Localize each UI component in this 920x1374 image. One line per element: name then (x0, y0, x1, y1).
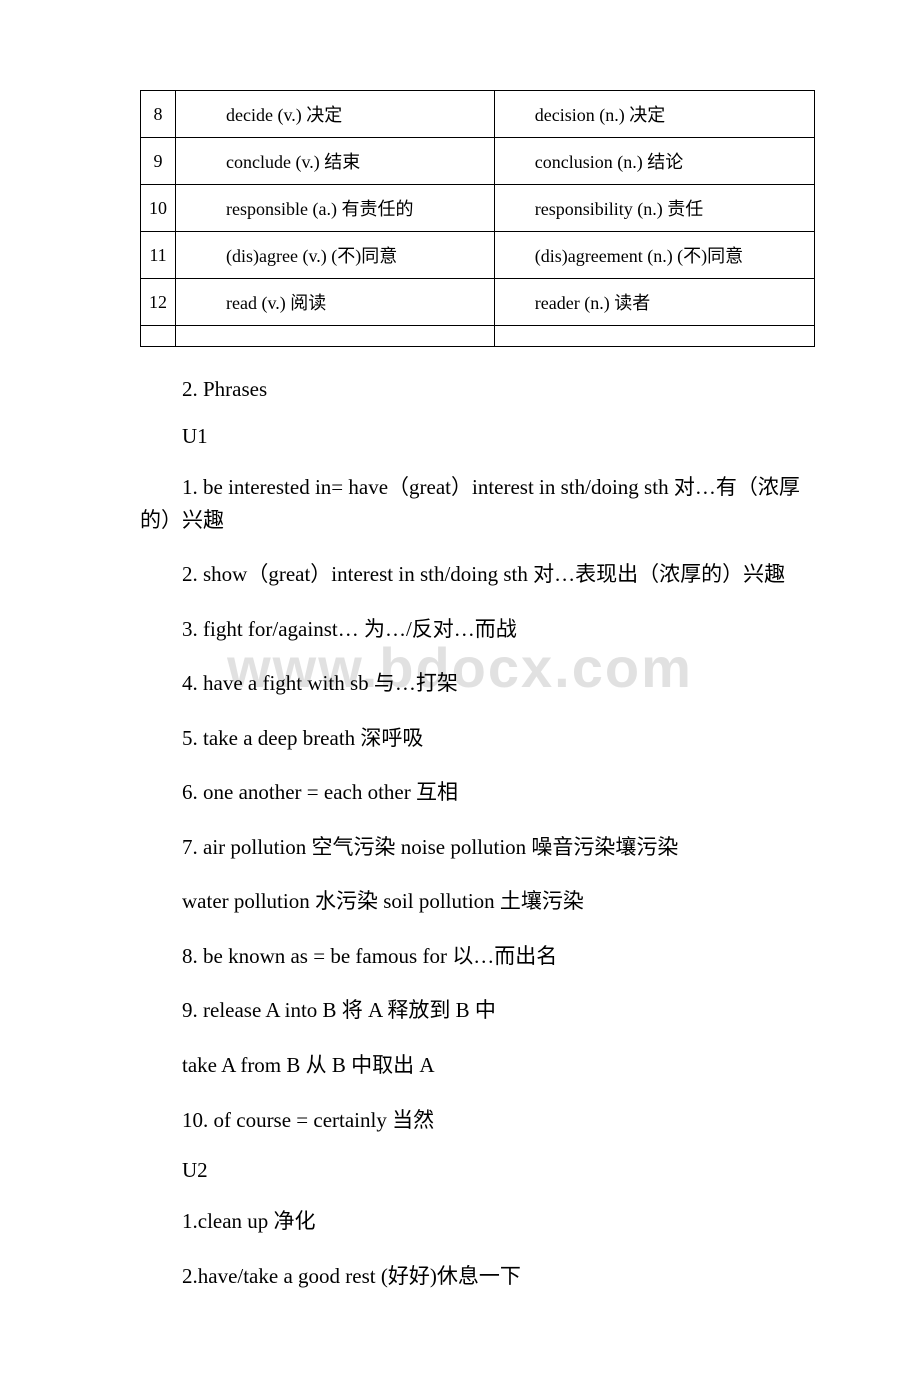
phrase-item: 7. air pollution 空气污染 noise pollution 噪音… (140, 831, 815, 864)
table-row: 10 responsible (a.) 有责任的 responsibility … (141, 185, 815, 232)
table-row: 8 decide (v.) 决定 decision (n.) 决定 (141, 91, 815, 138)
table-row: 11 (dis)agree (v.) (不)同意 (dis)agreement … (141, 232, 815, 279)
row-number: 11 (141, 232, 176, 279)
definition-cell: reader (n.) 读者 (494, 279, 814, 326)
row-number: 12 (141, 279, 176, 326)
document-body: 8 decide (v.) 决定 decision (n.) 决定 9 conc… (0, 0, 920, 1374)
phrases-heading: 2. Phrases (140, 377, 815, 402)
phrase-item: 1.clean up 净化 (140, 1205, 815, 1238)
word-cell: responsible (a.) 有责任的 (176, 185, 495, 232)
word-cell: conclude (v.) 结束 (176, 138, 495, 185)
row-number: 10 (141, 185, 176, 232)
phrase-item: 3. fight for/against… 为…/反对…而战 (140, 613, 815, 646)
u2-heading: U2 (140, 1158, 815, 1183)
word-cell: decide (v.) 决定 (176, 91, 495, 138)
table-row: 9 conclude (v.) 结束 conclusion (n.) 结论 (141, 138, 815, 185)
phrase-item: take A from B 从 B 中取出 A (140, 1049, 815, 1082)
definition-cell: (dis)agreement (n.) (不)同意 (494, 232, 814, 279)
word-cell: read (v.) 阅读 (176, 279, 495, 326)
phrase-text: 2. show（great）interest in sth/doing sth … (182, 562, 785, 586)
phrase-item: 5. take a deep breath 深呼吸 (140, 722, 815, 755)
definition-cell: responsibility (n.) 责任 (494, 185, 814, 232)
empty-cell (141, 326, 176, 347)
empty-cell (494, 326, 814, 347)
phrase-item: water pollution 水污染 soil pollution 土壤污染 (140, 885, 815, 918)
phrase-item: 8. be known as = be famous for 以…而出名 (140, 940, 815, 973)
row-number: 8 (141, 91, 176, 138)
phrase-item: 9. release A into B 将 A 释放到 B 中 (140, 994, 815, 1027)
phrase-text: 1. be interested in= have（great）interest… (140, 475, 800, 532)
phrase-item: 6. one another = each other 互相 (140, 776, 815, 809)
table-row-empty (141, 326, 815, 347)
row-number: 9 (141, 138, 176, 185)
empty-cell (176, 326, 495, 347)
definition-cell: conclusion (n.) 结论 (494, 138, 814, 185)
table-row: 12 read (v.) 阅读 reader (n.) 读者 (141, 279, 815, 326)
word-cell: (dis)agree (v.) (不)同意 (176, 232, 495, 279)
phrase-item: 1. be interested in= have（great）interest… (140, 471, 815, 536)
definition-cell: decision (n.) 决定 (494, 91, 814, 138)
u1-heading: U1 (140, 424, 815, 449)
vocabulary-table: 8 decide (v.) 决定 decision (n.) 决定 9 conc… (140, 90, 815, 347)
phrase-item: 10. of course = certainly 当然 (140, 1104, 815, 1137)
phrase-item: 4. have a fight with sb 与…打架 (140, 667, 815, 700)
phrase-item: 2.have/take a good rest (好好)休息一下 (140, 1260, 815, 1293)
phrase-item: 2. show（great）interest in sth/doing sth … (140, 558, 815, 591)
